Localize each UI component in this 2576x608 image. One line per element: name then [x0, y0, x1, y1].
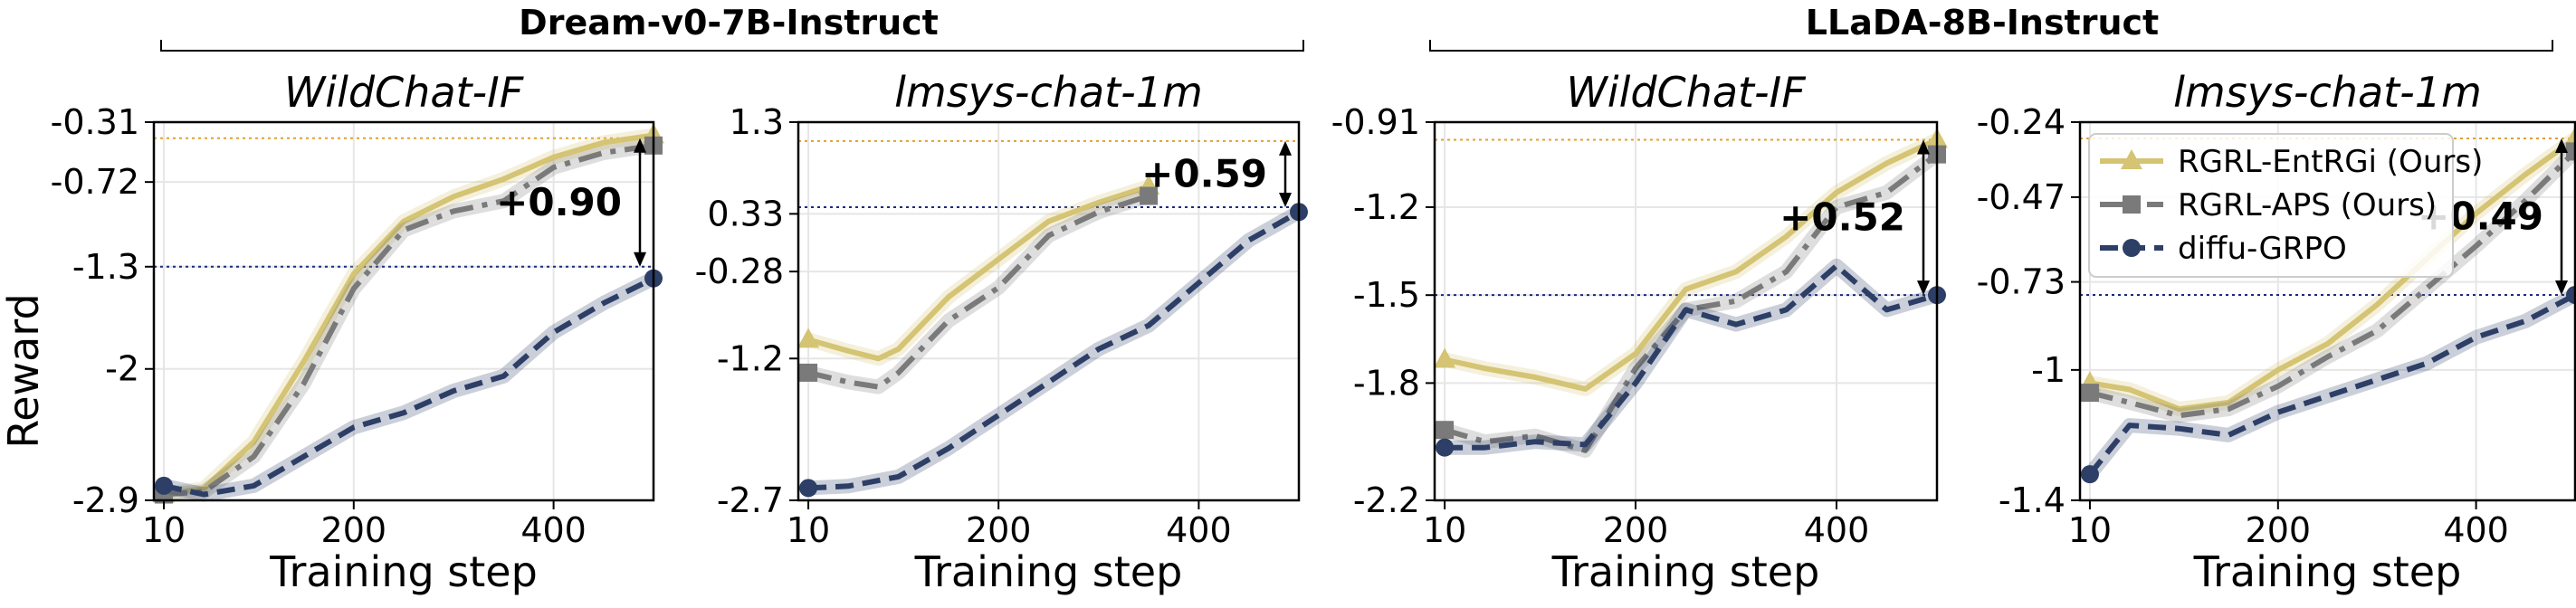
- series-line: [163, 132, 654, 498]
- axes-frame: [1433, 120, 1939, 502]
- series-line: [163, 276, 655, 498]
- panel-2: +0.59 10 200 400 -2.7 -1.2 -0.28 0.33 1.3 lmsys-c…: [695, 68, 1308, 596]
- series-line: [163, 142, 654, 498]
- improvement-arrow-head-top: [1279, 140, 1292, 156]
- panels: +0.90 10 200 400 -2.9 -2 -1.3 -0.72 -0.31 WildCha…: [51, 68, 2576, 596]
- series-start-marker: [1434, 347, 1456, 368]
- y-tick-label: -0.73: [1977, 262, 2066, 302]
- x-axis-label: Training step: [2193, 547, 2462, 596]
- improvement-arrow-head-bottom: [1279, 193, 1292, 208]
- legend-label: RGRL-EntRGi (Ours): [2178, 144, 2483, 180]
- series-line: [1444, 137, 1939, 392]
- x-tick-label: 200: [2246, 510, 2312, 550]
- series-start-marker: [799, 363, 818, 382]
- y-tick-label: -0.72: [51, 162, 139, 202]
- improvement-arrow-head-top: [1917, 139, 1930, 155]
- x-tick-label: 400: [2443, 510, 2509, 550]
- x-tick-label: 10: [787, 510, 830, 550]
- y-tick-label: -0.24: [1977, 102, 2066, 142]
- series-line: [807, 184, 1150, 362]
- y-tick-label: -1.2: [1353, 187, 1420, 227]
- improvement-annotation: +0.59: [1141, 151, 1267, 195]
- x-tick-label: 10: [1423, 510, 1466, 550]
- series-start-marker: [799, 479, 818, 498]
- x-tick-label: 10: [142, 510, 186, 550]
- y-tick-label: -0.47: [1977, 177, 2066, 217]
- group-bracket-llada: [1429, 40, 2553, 52]
- panel-title: WildChat-IF: [284, 68, 524, 117]
- group-title-dream: Dream-v0-7B-Instruct: [519, 3, 939, 43]
- improvement-arrow-head-top: [634, 138, 646, 153]
- series-start-marker: [1436, 438, 1455, 457]
- series-band: [2084, 288, 2576, 480]
- series-start-marker: [797, 328, 820, 348]
- legend-box: [2088, 133, 2454, 278]
- y-tick-label: -1.4: [1999, 480, 2066, 520]
- group-title-llada: LLaDA-8B-Instruct: [1806, 3, 2159, 43]
- series-end-marker: [1140, 186, 1159, 205]
- improvement-arrow-head-bottom: [1917, 280, 1930, 296]
- y-tick-label: -1.8: [1353, 363, 1420, 403]
- x-tick-label: 200: [1603, 510, 1669, 550]
- y-tick-label: -1: [2031, 350, 2066, 390]
- series-line: [2087, 292, 2576, 477]
- series-start-marker: [2080, 465, 2099, 484]
- group-bracket-dream: [160, 40, 1304, 52]
- x-axis-label: Training step: [269, 547, 538, 596]
- series-start-marker: [1436, 421, 1455, 440]
- legend-label: RGRL-APS (Ours): [2178, 187, 2437, 223]
- legend-label: diffu-GRPO: [2178, 231, 2347, 267]
- series-line: [1445, 262, 1938, 451]
- panel-title: lmsys-chat-1m: [894, 68, 1203, 117]
- improvement-arrow-head-bottom: [2555, 280, 2568, 295]
- series-line: [2089, 149, 2576, 419]
- panel-title: WildChat-IF: [1566, 68, 1806, 117]
- panel-3: +0.52 10 200 400 -2.2 -1.8 -1.5 -1.2 -0.91 WildCh…: [1331, 68, 1948, 596]
- y-tick-label: 0.33: [707, 194, 784, 233]
- y-tick-label: -0.91: [1331, 102, 1420, 142]
- y-axis-label: Reward: [0, 293, 48, 448]
- series-start-marker: [2080, 384, 2099, 403]
- legend-marker: [2123, 195, 2141, 214]
- panel-1: +0.90 10 200 400 -2.9 -2 -1.3 -0.72 -0.31 WildCha…: [51, 68, 664, 596]
- x-tick-label: 200: [966, 510, 1032, 550]
- improvement-arrow-head-top: [2555, 138, 2568, 154]
- legend-marker: [2121, 149, 2142, 169]
- legend: RGRL-EntRGi (Ours) RGRL-APS (Ours) diffu-G…: [2088, 133, 2483, 278]
- axes-frame: [2078, 120, 2576, 502]
- improvement-annotation: +0.52: [1779, 195, 1905, 239]
- y-tick-label: -2.9: [72, 480, 139, 520]
- improvement-annotation: +0.90: [496, 180, 622, 224]
- series-line: [807, 193, 1150, 390]
- series-start-marker: [155, 476, 174, 495]
- x-axis-label: Training step: [1551, 547, 1820, 596]
- y-tick-label: -1.3: [72, 247, 139, 287]
- x-tick-label: 400: [1804, 510, 1870, 550]
- x-tick-label: 10: [2068, 510, 2112, 550]
- panel-title: lmsys-chat-1m: [2173, 68, 2482, 117]
- series-end-marker: [2566, 142, 2576, 161]
- series-end-marker: [2564, 127, 2576, 147]
- x-axis-label: Training step: [914, 547, 1183, 596]
- y-tick-label: -1.5: [1353, 275, 1420, 315]
- series-end-marker: [2566, 285, 2576, 304]
- legend-marker: [2123, 239, 2141, 257]
- axes-frame: [152, 120, 655, 502]
- y-tick-label: -2: [105, 349, 139, 389]
- x-tick-label: 400: [520, 510, 587, 550]
- improvement-arrow-head-bottom: [634, 252, 646, 267]
- y-tick-label: -2.7: [717, 480, 784, 520]
- y-tick-label: 1.3: [730, 102, 784, 142]
- axes-frame: [797, 120, 1301, 502]
- x-tick-label: 400: [1166, 510, 1232, 550]
- y-tick-label: -0.31: [51, 102, 139, 142]
- y-tick-label: -0.28: [695, 252, 784, 291]
- y-tick-label: -2.2: [1353, 480, 1420, 520]
- series-line: [2089, 136, 2576, 413]
- y-tick-label: -1.2: [717, 338, 784, 378]
- x-tick-label: 200: [321, 510, 387, 550]
- series-line: [807, 209, 1301, 491]
